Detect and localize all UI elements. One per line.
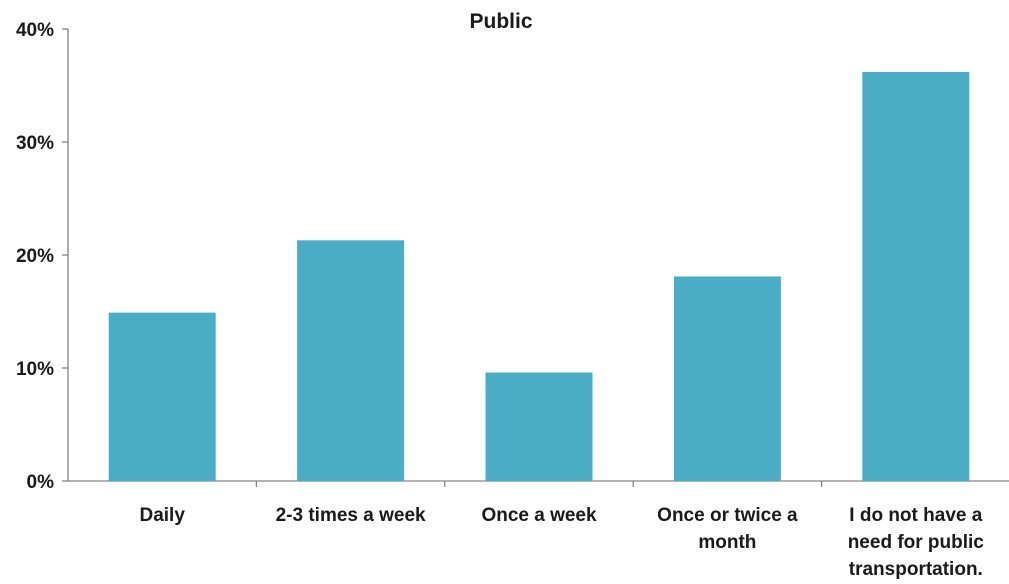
x-tick-label: 2-3 times a week [276, 505, 426, 526]
y-tick-label: 40% [16, 20, 54, 41]
chart-title: Public [469, 10, 532, 33]
x-tick-label: Daily [139, 505, 185, 526]
bar [297, 240, 405, 481]
x-tick-label: I do not have a need for public transporta… [848, 505, 985, 580]
bar [108, 312, 216, 481]
x-tick-label: Once a week [481, 505, 597, 526]
bar [862, 71, 970, 481]
x-tick-label: Once or twice a month [657, 505, 798, 553]
bar [673, 276, 781, 481]
y-axis-ticks: 0% 10% 20% 30% 40% [16, 20, 68, 493]
y-tick-label: 20% [16, 246, 54, 267]
x-axis-ticks: Daily 2-3 times a week Once a week Once or … [139, 481, 985, 580]
bars [108, 71, 970, 481]
y-tick-label: 10% [16, 359, 54, 380]
y-tick-label: 0% [27, 472, 55, 493]
y-tick-label: 30% [16, 133, 54, 154]
bar [485, 372, 593, 481]
